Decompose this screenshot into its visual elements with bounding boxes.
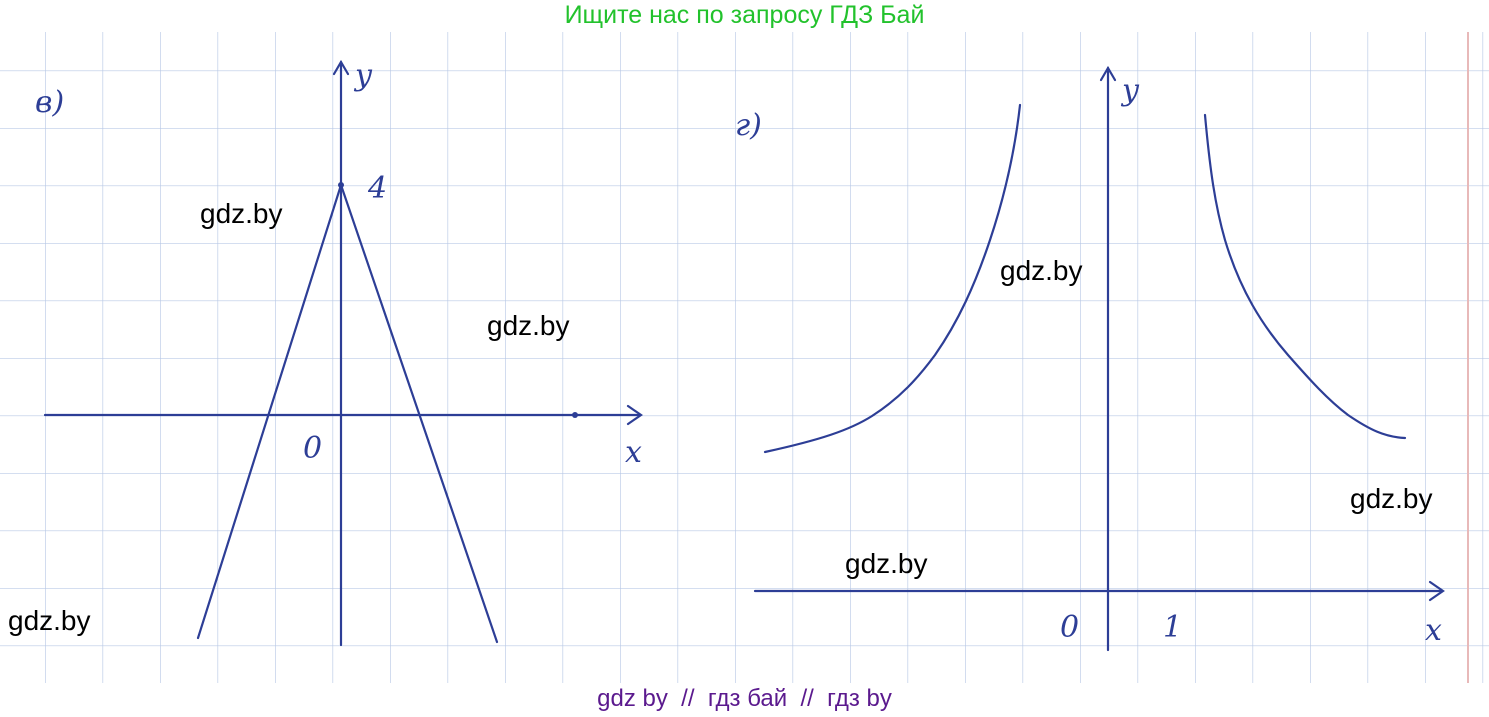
- point-label: 4: [367, 171, 387, 206]
- tick-label: 1: [1163, 610, 1182, 645]
- x-axis-label: x: [625, 435, 642, 470]
- footer-text: gdz by // гдз бай // гдз by: [597, 685, 892, 712]
- y-axis-label: y: [353, 58, 373, 93]
- graph-right: г) y 0 1 x: [735, 65, 1445, 652]
- y-arrow: [332, 59, 350, 76]
- y-axis-label: y: [1120, 73, 1140, 108]
- x-arrow: [1428, 580, 1445, 602]
- x-axis-label: x: [1425, 613, 1442, 648]
- graph-label: в): [35, 85, 64, 120]
- watermark: gdz.by: [487, 310, 570, 341]
- curve-right: [1203, 113, 1407, 440]
- header-title: Ищите нас по запросу ГДЗ Бай: [564, 1, 925, 29]
- worksheet: в) y 4 0 x г) y 0 1 x gdz.by gdz.by gdz.…: [0, 32, 1489, 683]
- origin-label: 0: [303, 431, 322, 466]
- watermark: gdz.by: [1000, 255, 1083, 286]
- graph-left: в) y 4 0 x: [35, 58, 643, 647]
- point: [338, 182, 344, 188]
- point: [572, 412, 578, 418]
- curve-left: [763, 103, 1022, 454]
- graph-label: г): [735, 108, 762, 143]
- watermark: gdz.by: [8, 605, 91, 636]
- x-arrow: [626, 404, 643, 426]
- origin-label: 0: [1060, 610, 1079, 645]
- watermark: gdz.by: [1350, 483, 1433, 514]
- y-arrow: [1099, 65, 1117, 82]
- grid-paper: [0, 32, 1489, 683]
- watermark: gdz.by: [200, 198, 283, 229]
- watermark: gdz.by: [845, 548, 928, 579]
